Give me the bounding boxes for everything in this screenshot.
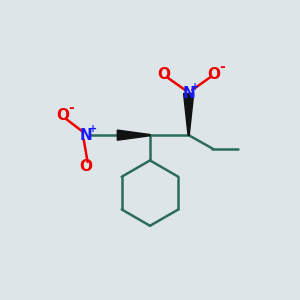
Polygon shape — [184, 94, 194, 135]
Text: -: - — [219, 60, 225, 74]
Text: O: O — [207, 67, 220, 82]
Text: N: N — [182, 86, 195, 101]
Text: +: + — [191, 82, 199, 92]
Text: +: + — [88, 124, 97, 134]
Text: O: O — [80, 159, 93, 174]
Polygon shape — [117, 130, 150, 140]
Text: O: O — [56, 108, 69, 123]
Text: -: - — [68, 101, 74, 116]
Text: O: O — [157, 67, 170, 82]
Text: N: N — [80, 128, 92, 142]
